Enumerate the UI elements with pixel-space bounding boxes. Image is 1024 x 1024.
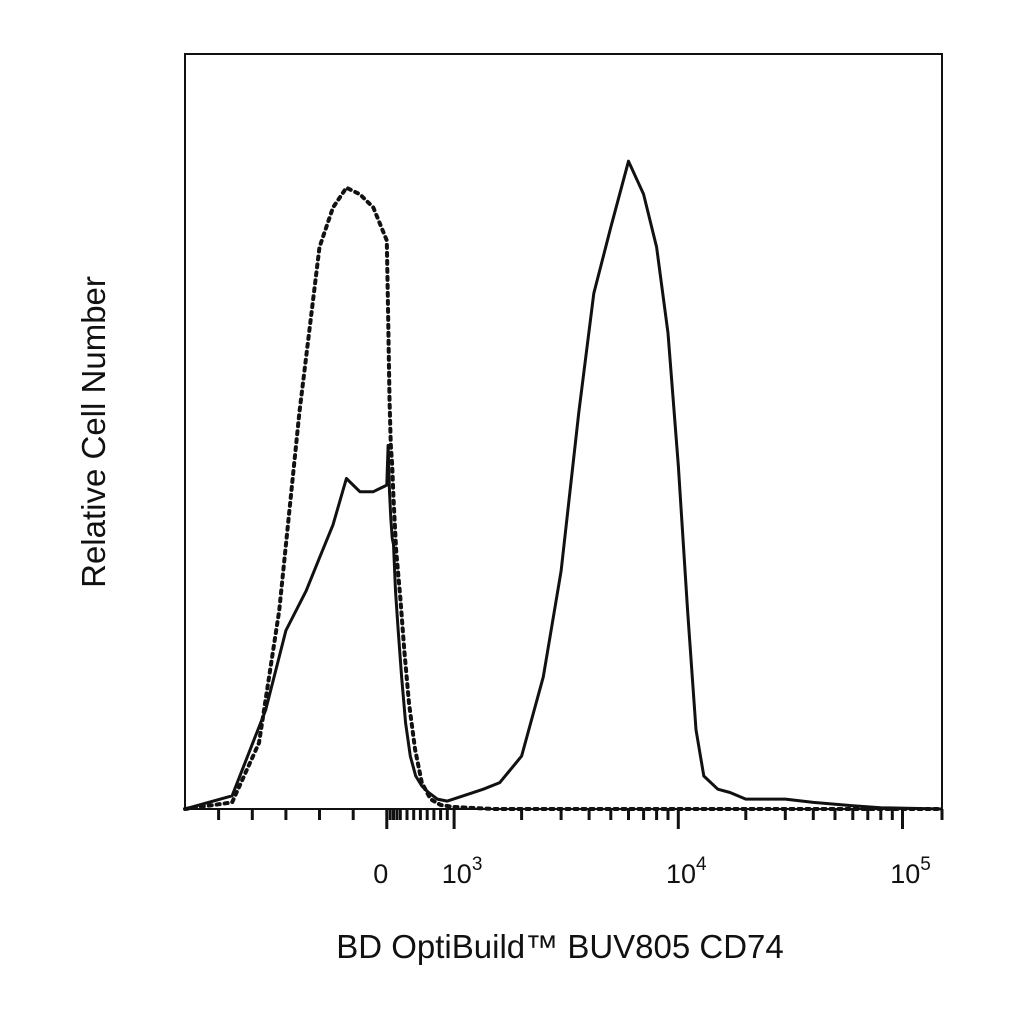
cd74-stained-curve xyxy=(184,159,943,811)
y-axis-title: Relative Cell Number xyxy=(75,276,112,588)
plot-frame xyxy=(184,53,943,810)
x-tick-label: 0 xyxy=(373,859,388,889)
minor-tick-layer xyxy=(217,809,944,820)
major-tick-layer xyxy=(385,809,904,829)
series-layer xyxy=(183,159,944,811)
x-axis-title: BD OptiBuild™ BUV805 CD74 xyxy=(336,928,784,965)
isotype-control-curve xyxy=(183,185,944,811)
x-tick-label: 103 xyxy=(442,854,483,889)
tick-label-layer: 0 103 104 105 xyxy=(373,854,931,889)
x-tick-label: 105 xyxy=(890,854,931,889)
x-tick-label: 104 xyxy=(666,854,707,889)
